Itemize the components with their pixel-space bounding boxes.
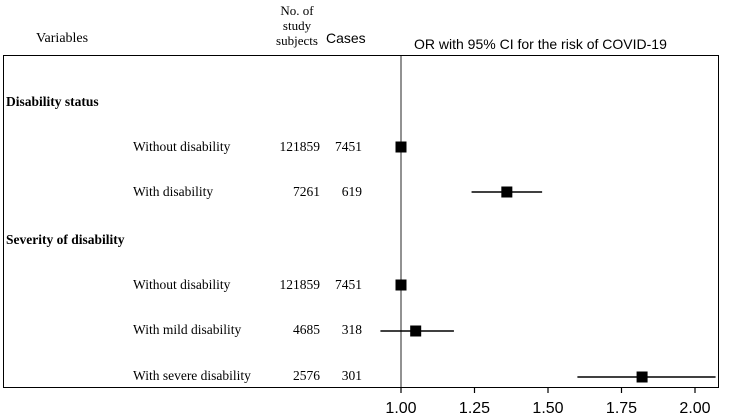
x-tick-label: 2.00 (679, 400, 710, 417)
group-label-disability-status: Disability status (6, 94, 99, 109)
x-tick-label: 1.25 (459, 400, 490, 417)
plot-title: OR with 95% CI for the risk of COVID-19 (414, 36, 667, 52)
row-cases: 301 (341, 368, 362, 383)
header-subjects-line3: subjects (276, 33, 318, 48)
row-subjects: 121859 (279, 277, 321, 292)
row-cases: 619 (341, 184, 362, 199)
row-label: With severe disability (133, 368, 251, 383)
or-marker (395, 141, 407, 153)
row-cases: 7451 (335, 277, 362, 292)
row-subjects: 7261 (293, 184, 320, 199)
row-label: With disability (133, 184, 214, 199)
table-frame (3, 55, 719, 388)
row-subjects: 4685 (293, 322, 320, 337)
row-cases: 318 (341, 322, 362, 337)
x-tick-label: 1.50 (532, 400, 563, 417)
row-label: Without disability (133, 139, 231, 154)
header-subjects-line1: No. of (280, 3, 314, 18)
or-marker (410, 325, 422, 337)
or-marker (636, 371, 648, 383)
row-cases: 7451 (335, 139, 362, 154)
group-label-severity-of-disability: Severity of disability (6, 232, 125, 247)
or-marker (395, 279, 407, 291)
row-subjects: 121859 (279, 139, 321, 154)
row-subjects: 2576 (293, 368, 320, 383)
row-label: With mild disability (133, 322, 242, 337)
row-label: Without disability (133, 277, 231, 292)
header-variables: Variables (36, 31, 89, 46)
header-subjects-line2: study (282, 18, 312, 33)
x-tick-label: 1.00 (385, 400, 416, 417)
header-cases: Cases (326, 30, 366, 46)
x-tick-label: 1.75 (606, 400, 637, 417)
or-marker (501, 186, 513, 198)
header-subjects: No. of study subjects (272, 3, 322, 48)
